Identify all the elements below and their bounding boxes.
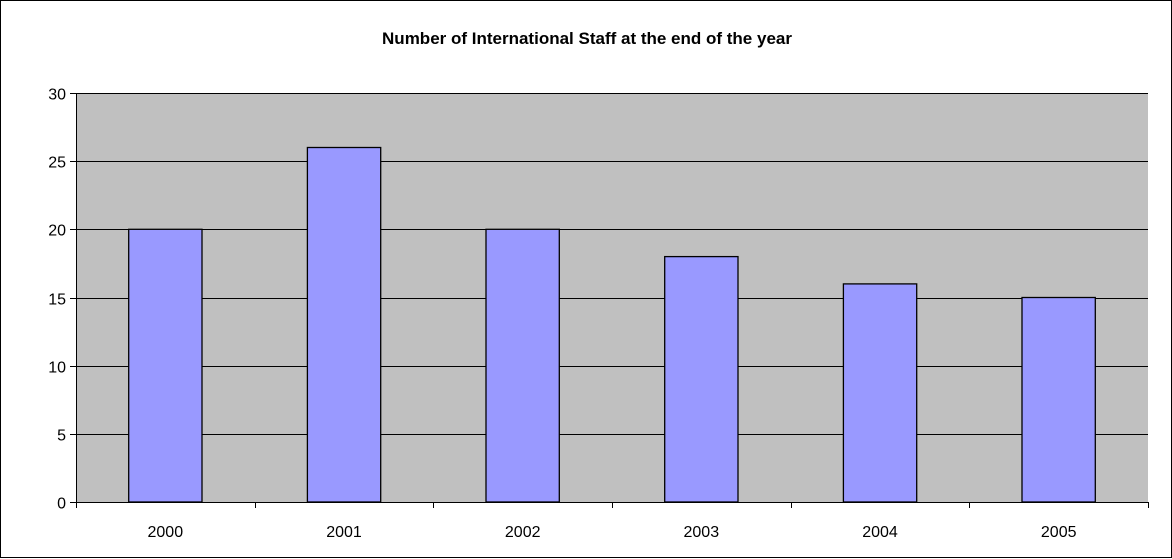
bar-2005 — [1021, 296, 1096, 503]
chart-title: Number of International Staff at the end… — [382, 29, 792, 48]
y-tick-label-0: 0 — [57, 496, 66, 513]
x-tick-label-2004: 2004 — [862, 524, 898, 541]
bar-2002 — [485, 228, 560, 503]
bar-2000 — [128, 228, 203, 503]
x-tick-label-2001: 2001 — [326, 524, 362, 541]
bar-2003 — [664, 255, 739, 503]
y-tick-label-5: 5 — [57, 428, 66, 445]
y-tick-label-25: 25 — [48, 155, 66, 172]
y-tick-label-30: 30 — [48, 87, 66, 104]
plot-area: 0 5 10 15 20 25 30 2000 2001 2002 2003 2004 2005 — [48, 87, 1149, 541]
bar-2001 — [306, 146, 382, 503]
x-tick-label-2002: 2002 — [505, 524, 541, 541]
y-tick-label-15: 15 — [48, 292, 66, 309]
y-tick-label-10: 10 — [48, 360, 66, 377]
bar-2004 — [842, 283, 918, 503]
plot-background — [76, 93, 1148, 502]
y-tick-label-20: 20 — [48, 223, 66, 240]
x-tick-label-2005: 2005 — [1041, 524, 1077, 541]
x-tick-label-2003: 2003 — [684, 524, 720, 541]
x-tick-label-2000: 2000 — [148, 524, 184, 541]
